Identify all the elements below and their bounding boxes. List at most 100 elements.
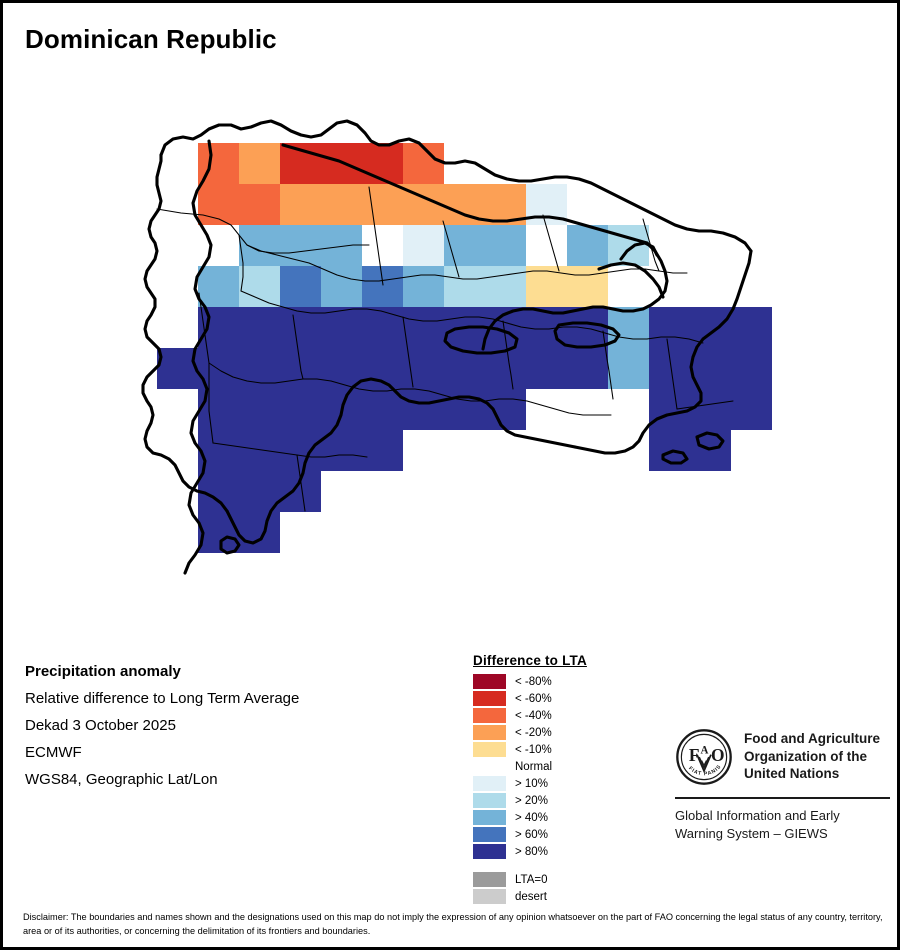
legend-swatch-icon [473, 691, 506, 706]
legend-row-0[interactable]: < -80% [473, 673, 663, 690]
fao-organization-name: Food and Agriculture Organization of the… [744, 728, 880, 783]
heatmap-cell [321, 348, 362, 389]
precipitation-anomaly-map[interactable] [3, 63, 897, 623]
heatmap-cell [444, 389, 485, 430]
heatmap-cell [485, 389, 526, 430]
fao-system-line-1: Global Information and Early [675, 808, 840, 823]
disclaimer-text: Disclaimer: The boundaries and names sho… [23, 912, 883, 936]
heatmap-cell [198, 307, 239, 348]
fao-logo-icon: F A O FIAT PANIS [676, 729, 732, 785]
heatmap-cell [239, 389, 280, 430]
heatmap-cell [526, 266, 567, 307]
heatmap-cell [239, 184, 280, 225]
heatmap-cell [608, 225, 649, 266]
heatmap-cell [362, 266, 403, 307]
fao-org-line-3: United Nations [744, 766, 840, 781]
legend-swatch-icon [473, 708, 506, 723]
heatmap-cell [280, 307, 321, 348]
heatmap-cell [690, 389, 731, 430]
legend-row-4[interactable]: < -10% [473, 741, 663, 758]
svg-text:A: A [701, 745, 709, 757]
heatmap-cell [362, 184, 403, 225]
legend-spacer [473, 860, 663, 871]
heatmap-cell [731, 348, 772, 389]
legend-row-7[interactable]: > 20% [473, 792, 663, 809]
legend-row-10[interactable]: > 80% [473, 843, 663, 860]
heatmap-cell [608, 348, 649, 389]
legend-row-5[interactable]: Normal [473, 758, 663, 775]
legend-row-9[interactable]: > 60% [473, 826, 663, 843]
heatmap-cell [403, 348, 444, 389]
legend-label: < -10% [515, 743, 552, 756]
heatmap-cell [280, 225, 321, 266]
heatmap-cell [731, 389, 772, 430]
heatmap-cell [280, 389, 321, 430]
legend-label: < -40% [515, 709, 552, 722]
legend-label: < -60% [515, 692, 552, 705]
caption-line-subtitle: Relative difference to Long Term Average [25, 690, 300, 707]
svg-text:F: F [689, 745, 700, 765]
heatmap-cell [239, 430, 280, 471]
legend-label: > 40% [515, 811, 548, 824]
map-canvas[interactable] [3, 63, 897, 623]
fao-divider [675, 797, 890, 799]
legend-row-6[interactable]: > 10% [473, 775, 663, 792]
legend-label: LTA=0 [515, 873, 548, 886]
legend-row-3[interactable]: < -20% [473, 724, 663, 741]
legend-label: > 80% [515, 845, 548, 858]
legend-swatch-icon [473, 872, 506, 887]
heatmap-cell [157, 348, 198, 389]
caption-line-title: Precipitation anomaly [25, 663, 181, 680]
legend-row-1[interactable]: < -60% [473, 690, 663, 707]
legend-row-2[interactable]: < -40% [473, 707, 663, 724]
legend: Difference to LTA < -80% < -60% < -40% < -2… [473, 653, 663, 905]
legend-swatch-icon [473, 810, 506, 825]
heatmap-cell [485, 266, 526, 307]
legend-title: Difference to LTA [473, 653, 587, 668]
legend-label: Normal [515, 760, 553, 773]
heatmap-cell [239, 307, 280, 348]
heatmap-cell [649, 307, 690, 348]
caption-line-projection: WGS84, Geographic Lat/Lon [25, 771, 218, 788]
heatmap-cell [444, 348, 485, 389]
legend-label: < -80% [515, 675, 552, 688]
fao-system-line-2: Warning System – GIEWS [675, 825, 828, 841]
legend-label: > 10% [515, 777, 548, 790]
fao-branding-block: F A O FIAT PANIS Food and Agriculture Or… [675, 728, 890, 842]
heatmap-cell [321, 184, 362, 225]
fao-org-line-2: Organization of the [744, 748, 867, 764]
heatmap-cell [485, 225, 526, 266]
legend-swatch-icon [473, 674, 506, 689]
admin-boundary-layer [156, 186, 734, 512]
heatmap-cell [690, 307, 731, 348]
fao-system-name: Global Information and Early Warning Sys… [675, 807, 890, 842]
page-title: Dominican Republic [25, 24, 277, 54]
legend-swatch-icon [473, 827, 506, 842]
legend-row-8[interactable]: > 40% [473, 809, 663, 826]
heatmap-cell [239, 348, 280, 389]
coastline-layer [141, 119, 753, 575]
heatmap-cell [567, 225, 608, 266]
caption-line-source: ECMWF [25, 744, 82, 761]
heatmap-cell [567, 266, 608, 307]
legend-swatch-icon [473, 742, 506, 757]
heatmap-cell [198, 389, 239, 430]
legend-swatch-icon [473, 793, 506, 808]
caption-block: Precipitation anomaly Relative differenc… [25, 658, 445, 793]
heatmap-cell [362, 389, 403, 430]
heatmap-cell [362, 307, 403, 348]
legend-extra-row-0[interactable]: LTA=0 [473, 871, 663, 888]
legend-rows: < -80% < -60% < -40% < -20% < -10% Normal > 10… [473, 673, 663, 860]
legend-swatch-icon [473, 776, 506, 791]
heatmap-cell [526, 348, 567, 389]
legend-label: desert [515, 890, 547, 903]
heatmap-cell [403, 389, 444, 430]
heatmap-cell [239, 471, 280, 512]
heatmap-cell [403, 307, 444, 348]
legend-swatch-icon [473, 889, 506, 904]
heatmap-cell [362, 430, 403, 471]
legend-extra-row-1[interactable]: desert [473, 888, 663, 905]
heatmap-cell [444, 266, 485, 307]
heatmap-cell [485, 348, 526, 389]
